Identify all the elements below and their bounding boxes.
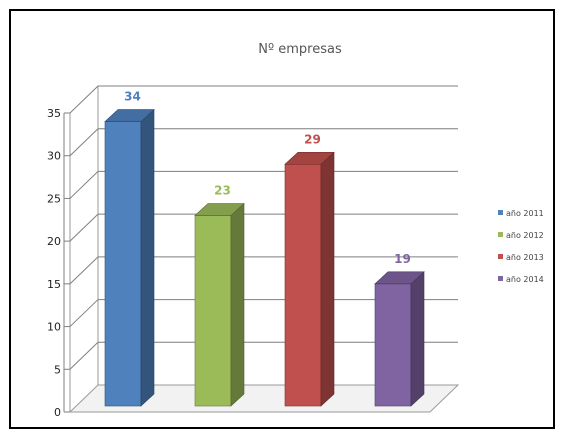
data-label-4: 19 — [394, 252, 411, 266]
bar-2-top — [194, 203, 245, 216]
legend: año 2011 año 2012 año 2013 año 2014 — [498, 209, 544, 284]
gridline — [69, 128, 458, 157]
gridlines: 0 5 10 15 20 25 30 35 — [47, 85, 460, 419]
gridline — [69, 341, 458, 370]
gridline — [69, 299, 458, 327]
y-tick-label: 25 — [47, 192, 61, 205]
bar-3-front — [284, 163, 322, 407]
y-tick-label: 20 — [47, 235, 61, 248]
legend-label-4: año 2014 — [506, 275, 544, 284]
y-tick-label: 0 — [54, 406, 61, 419]
bar-3-side — [320, 151, 335, 407]
bar-1-top — [104, 109, 155, 122]
chart-frame — [9, 9, 555, 429]
legend-swatch-1 — [498, 210, 503, 215]
legend-swatch-3 — [498, 254, 503, 259]
bar-4-front — [374, 283, 412, 407]
bar-2-side — [230, 202, 245, 407]
y-tick-label: 35 — [47, 107, 61, 120]
gridline — [69, 213, 458, 242]
bars — [104, 108, 425, 407]
y-tick-label: 30 — [47, 150, 61, 163]
data-label-2: 23 — [214, 184, 231, 198]
legend-label-2: año 2012 — [506, 231, 544, 240]
bar-1-front — [104, 121, 142, 407]
data-labels: 34 23 29 19 — [124, 90, 411, 266]
gridline — [69, 256, 458, 285]
legend-label-1: año 2011 — [506, 209, 544, 218]
chart-floor — [68, 384, 460, 413]
bar-3-top — [284, 151, 335, 165]
y-tick-label: 15 — [47, 278, 61, 291]
legend-swatch-2 — [498, 232, 503, 237]
data-label-1: 34 — [124, 90, 141, 104]
y-tick-label: 5 — [54, 363, 61, 376]
bar-1-side — [140, 108, 155, 407]
gridline — [69, 170, 458, 199]
legend-swatch-4 — [498, 276, 503, 281]
y-tick-label: 10 — [47, 321, 61, 334]
gridline — [69, 85, 458, 114]
legend-label-3: año 2013 — [506, 253, 544, 262]
bar-2-front — [194, 215, 232, 407]
bar-4-top — [374, 271, 425, 285]
bar-4-side — [410, 271, 425, 407]
data-label-3: 29 — [304, 132, 321, 146]
chart-title: Nº empresas — [258, 42, 342, 57]
